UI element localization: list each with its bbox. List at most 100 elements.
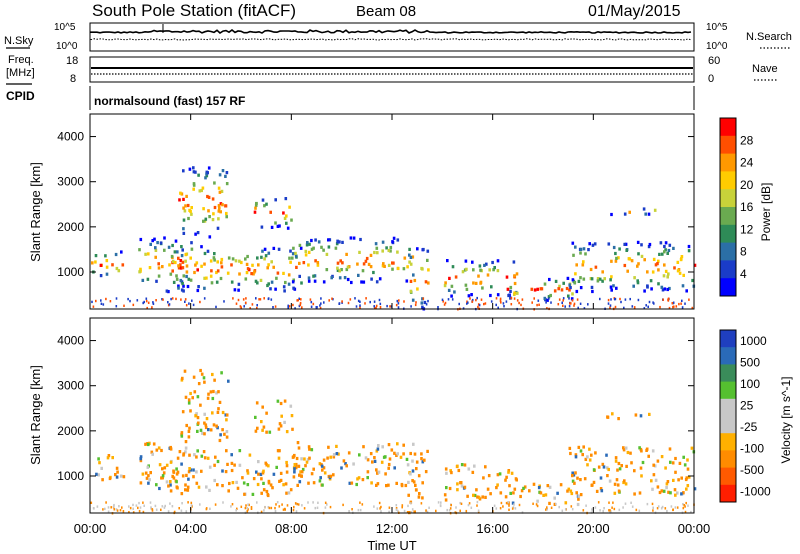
echo-cell [197,421,200,425]
echo-cell [459,481,463,485]
echo-cell [402,452,405,456]
echo-cell [582,260,585,264]
echo-cell [582,445,585,449]
echo-cell [381,445,384,449]
echo-cell [186,284,190,289]
echo-cell [308,456,311,460]
echo-cell [314,259,317,263]
clutter-cell [401,506,403,509]
clutter-cell [199,503,201,506]
clutter-cell [190,504,193,507]
echo-cell [225,449,228,453]
clutter-cell [546,508,548,511]
clutter-cell [294,307,296,310]
echo-cell [182,227,185,231]
echo-cell [572,473,576,477]
echo-cell [236,486,240,490]
clutter-cell [243,305,245,308]
echo-cell [152,442,156,446]
echo-cell [680,257,683,261]
echo-cell [337,452,340,456]
echo-cell [576,502,580,507]
clutter-cell [107,510,110,513]
clutter-cell [571,508,574,511]
echo-cell [387,248,391,253]
echo-cell [298,243,302,247]
clutter-cell [395,303,398,307]
echo-cell [636,281,640,285]
echo-cell [614,459,618,463]
colorbar-swatch [720,416,736,434]
echo-cell [496,473,500,477]
echo-cell [195,481,199,485]
echo-cell [344,462,347,466]
echo-cell [399,455,403,459]
echo-cell [332,453,336,457]
echo-cell [321,483,324,487]
clutter-cell [129,506,132,510]
echo-cell [308,447,311,451]
echo-cell [685,487,688,491]
nsearch-series-line [90,38,692,41]
clutter-cell [397,509,399,513]
clutter-cell [170,297,172,301]
echo-cell [579,286,583,290]
clutter-cell [531,301,533,304]
echo-cell [242,481,246,485]
echo-cell [203,412,206,416]
clutter-cell [187,501,189,504]
clutter-cell [116,509,119,512]
echo-cell [282,271,285,275]
echo-cell [231,481,235,485]
echo-cell [161,476,164,480]
clutter-cell [608,501,610,504]
echo-cell [254,429,258,433]
clutter-cell [583,307,586,310]
echo-cell [254,279,258,283]
echo-cell [161,467,164,471]
echo-cell [207,195,211,199]
echo-cell [141,472,145,476]
echo-cell [312,274,315,278]
noise-panel-frame [89,22,695,52]
echo-cell [687,244,691,249]
echo-cell [215,270,218,275]
echo-cell [240,260,243,265]
y-tick-label: 2000 [57,424,84,438]
clutter-cell [139,506,142,509]
clutter-cell [618,508,621,512]
echo-cell [613,491,617,495]
echo-cell [617,417,620,421]
echo-cell [345,267,349,272]
clutter-cell [682,503,684,506]
echo-cell [225,171,229,175]
clutter-cell [661,505,664,509]
echo-cell [165,289,169,293]
colorbar-tick-label: 500 [740,355,760,369]
echo-cell [291,256,294,260]
echo-cell [606,466,609,470]
clutter-cell [161,505,164,508]
echo-cell [681,284,685,288]
clutter-cell [468,502,471,505]
echo-cell [623,242,626,246]
echo-cell [210,269,213,273]
clutter-cell [292,508,295,512]
echo-cell [225,182,229,186]
echo-cell [145,476,149,480]
echo-cell [185,274,188,279]
echo-cell [665,482,669,486]
echo-cell [312,481,316,485]
clutter-cell [341,301,343,304]
echo-cell [237,282,241,286]
echo-cell [223,432,226,436]
echo-cell [594,451,597,455]
echo-cell [345,252,348,256]
echo-cell [203,251,207,256]
echo-cell [657,268,660,272]
echo-cell [581,263,585,267]
echo-cell [616,483,620,487]
echo-cell [189,209,192,214]
echo-cell [120,250,123,254]
clutter-cell [246,510,249,513]
